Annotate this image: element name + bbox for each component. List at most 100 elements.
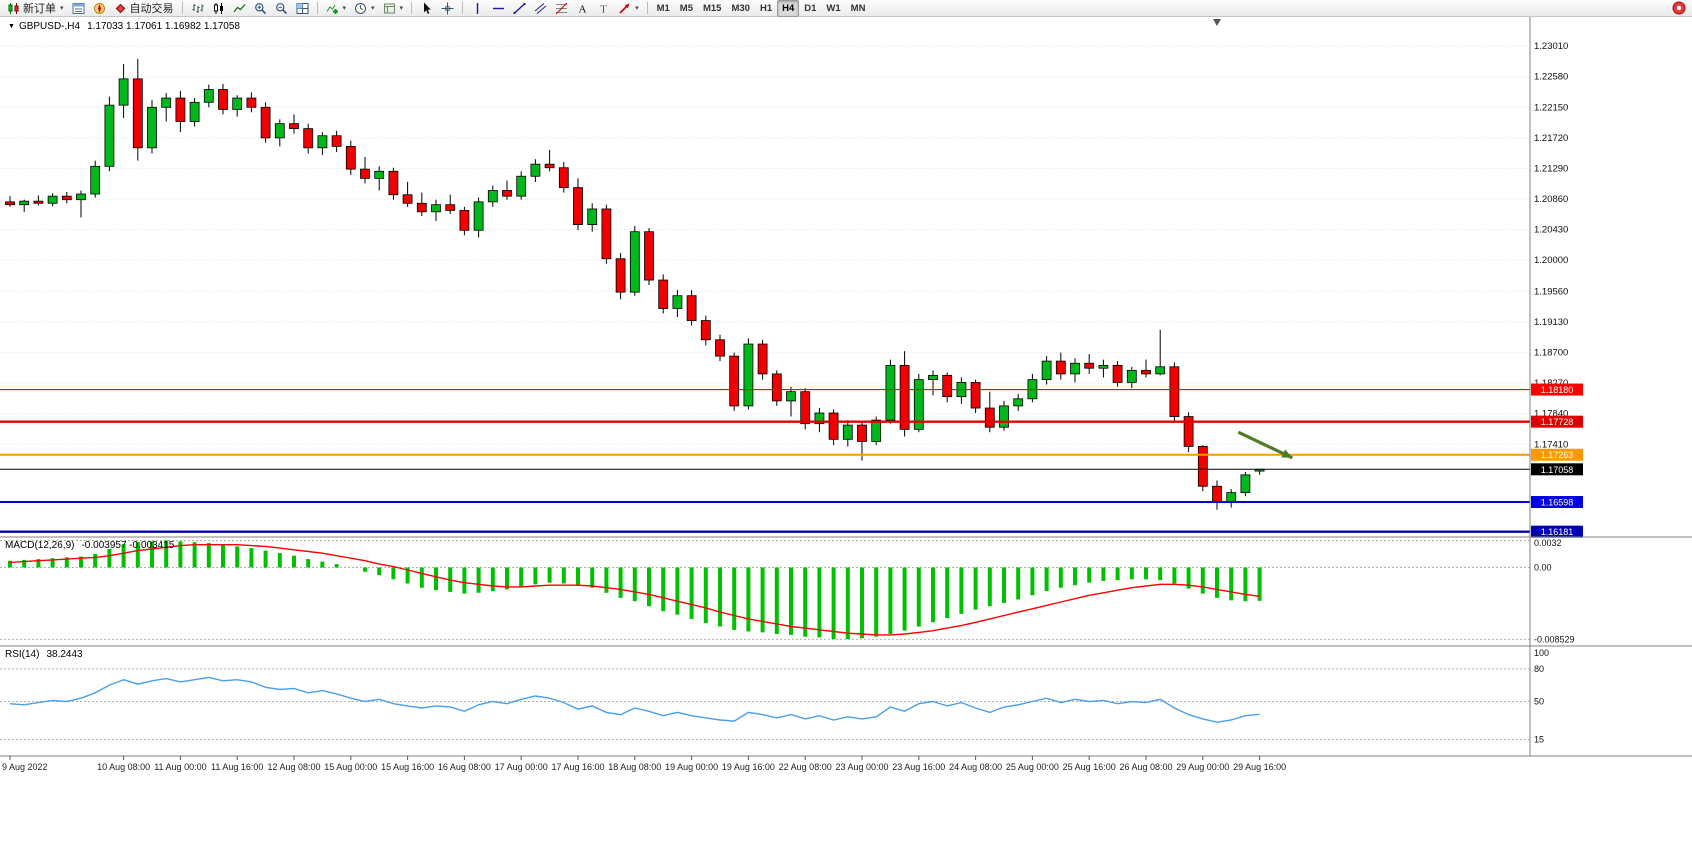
periods-button[interactable]: ▾ — [350, 0, 379, 17]
tf-m5-button[interactable]: M5 — [675, 0, 698, 17]
trendline-button[interactable] — [509, 0, 530, 17]
templates-button[interactable]: ▾ — [379, 0, 408, 17]
market-watch-button[interactable] — [68, 0, 89, 17]
main-toolbar: 新订单 ▾ 自动交易 ▾ ▾ ▾ A T ▾ M1 M5 M15 M30 H1 H4 D1 W1 MN — [0, 0, 1692, 17]
notification-icon[interactable] — [1672, 1, 1686, 15]
candle — [1055, 360, 1066, 375]
candle — [885, 364, 896, 421]
rsi-tick-label: 15 — [1534, 735, 1544, 745]
price-tick-label: 1.20860 — [1534, 194, 1568, 205]
tf-w1-button[interactable]: W1 — [821, 0, 845, 17]
candle — [232, 97, 243, 110]
text-button[interactable]: A — [572, 0, 593, 17]
price-scale[interactable] — [1530, 17, 1692, 756]
zoom-out-button[interactable] — [271, 0, 292, 17]
time-scale-labels: 9 Aug 2022 10 Aug 08:00 11 Aug 00:00 11 Aug… — [2, 756, 1286, 772]
time-tick-label: 29 Aug 16:00 — [1233, 762, 1286, 772]
candle — [984, 407, 995, 428]
crosshair-button[interactable] — [437, 0, 458, 17]
time-tick-label: 26 Aug 08:00 — [1119, 762, 1172, 772]
bar-chart-button[interactable] — [187, 0, 208, 17]
candle — [828, 412, 839, 440]
price-tick-label: 1.18700 — [1534, 348, 1568, 359]
autotrade-icon — [114, 2, 127, 15]
candle — [686, 295, 697, 321]
time-tick-label: 19 Aug 00:00 — [665, 762, 718, 772]
new-order-button[interactable]: 新订单 ▾ — [3, 0, 68, 17]
cursor-button[interactable] — [416, 0, 437, 17]
horizontal-line-button[interactable] — [488, 0, 509, 17]
chart-svg[interactable]: 1.23010 1.22580 1.22150 1.21720 1.21290 1.208… — [0, 17, 1692, 842]
svg-text:A: A — [579, 3, 587, 15]
candle — [587, 208, 598, 226]
price-tick-label: 1.21290 — [1534, 163, 1568, 174]
candle — [388, 170, 399, 196]
fibonacci-button[interactable] — [551, 0, 572, 17]
toolbar-separator — [181, 2, 183, 14]
tf-mn-button-label: MN — [850, 2, 866, 14]
candle — [928, 374, 938, 380]
candle — [771, 373, 782, 402]
market-watch-icon — [72, 2, 85, 15]
candle — [33, 200, 44, 204]
text-label-button[interactable]: T — [593, 0, 614, 17]
time-tick-label: 22 Aug 08:00 — [779, 762, 832, 772]
candle — [658, 279, 669, 309]
text-icon: A — [576, 2, 589, 15]
tf-h4-button[interactable]: H4 — [777, 0, 800, 17]
toolbar-separator — [316, 2, 318, 14]
candle — [871, 419, 882, 442]
trendline-icon — [513, 2, 526, 15]
navigator-button[interactable] — [89, 0, 110, 17]
candle — [360, 168, 370, 179]
candle — [303, 128, 314, 149]
candle — [1126, 369, 1137, 383]
candle — [601, 208, 612, 260]
macd-tick-label: -0.008529 — [1534, 634, 1575, 644]
candle — [743, 343, 754, 407]
equidistant-channel-button[interactable] — [530, 0, 551, 17]
tf-m15-button[interactable]: M15 — [698, 0, 726, 17]
arrows-button[interactable]: ▾ — [614, 0, 643, 17]
candle — [203, 89, 214, 103]
dropdown-caret-icon: ▾ — [635, 5, 639, 12]
price-tick-label: 1.19130 — [1534, 317, 1568, 328]
candle — [61, 195, 72, 201]
time-tick-label: 23 Aug 16:00 — [892, 762, 945, 772]
candlestick-chart-button[interactable] — [208, 0, 229, 17]
time-scale[interactable] — [0, 756, 1692, 782]
macd-indicator-values: -0.003957 -0.003415 — [81, 540, 175, 551]
candle — [1155, 366, 1166, 375]
autotrade-button[interactable]: 自动交易 — [110, 0, 178, 17]
line-icon — [233, 2, 246, 15]
rsi-indicator-label: RSI(14) — [5, 649, 40, 660]
tile-windows-button[interactable] — [292, 0, 313, 17]
chart-canvas[interactable]: 1.23010 1.22580 1.22150 1.21720 1.21290 1.208… — [0, 17, 1692, 842]
candle — [402, 194, 413, 204]
bars-icon — [191, 2, 204, 15]
chart-shift-marker[interactable] — [1213, 19, 1221, 26]
tf-d1-button[interactable]: D1 — [799, 0, 821, 17]
macd-title: MACD(12,26,9) -0.003957 -0.003415 — [5, 540, 174, 551]
candle — [317, 135, 328, 149]
candle — [544, 163, 555, 169]
trend-arrow-annotation[interactable] — [1237, 430, 1293, 460]
vertical-line-button[interactable] — [467, 0, 488, 17]
tf-m1-button[interactable]: M1 — [652, 0, 675, 17]
tf-mn-button[interactable]: MN — [846, 0, 871, 17]
tf-h1-button[interactable]: H1 — [755, 0, 777, 17]
tf-m30-button[interactable]: M30 — [726, 0, 754, 17]
line-chart-button[interactable] — [229, 0, 250, 17]
candle — [47, 195, 58, 204]
candle — [90, 165, 101, 195]
candle — [502, 190, 512, 197]
indicators-button[interactable]: ▾ — [322, 0, 351, 17]
dropdown-caret-icon: ▾ — [342, 5, 347, 12]
candle — [1169, 366, 1180, 417]
candle — [331, 135, 342, 147]
time-tick-label: 15 Aug 00:00 — [324, 762, 377, 772]
one-click-trading-toggle[interactable]: ▼ — [8, 23, 15, 30]
candle — [715, 339, 725, 357]
zoom-in-button[interactable] — [250, 0, 271, 17]
rsi-title: RSI(14) 38.2443 — [5, 649, 83, 660]
